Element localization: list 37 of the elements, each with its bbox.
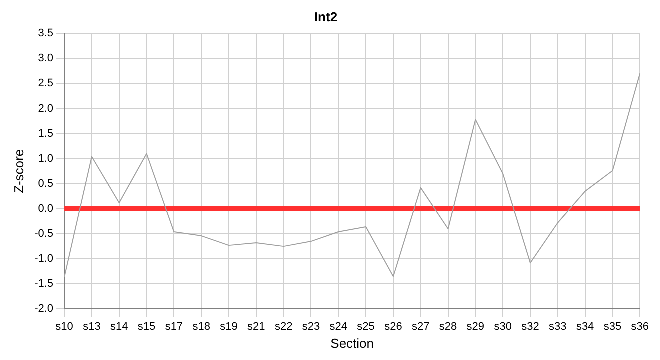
y-tick-label: 1.0	[38, 152, 54, 165]
x-tick-label: s28	[439, 320, 458, 333]
x-tick-label: s27	[412, 320, 430, 333]
y-tick-label: 2.0	[38, 102, 54, 115]
x-tick-label: s25	[357, 320, 375, 333]
x-tick-label: s10	[56, 320, 74, 333]
x-axis-title: Section	[330, 336, 374, 351]
y-tick-label: 1.5	[38, 128, 54, 140]
x-tick-label: s33	[549, 320, 567, 333]
x-tick-label: s23	[302, 320, 320, 333]
y-tick-label: -0.5	[34, 228, 54, 240]
x-tick-label: s14	[110, 320, 128, 333]
x-tick-label: s21	[248, 320, 266, 333]
y-tick-label: -1.0	[34, 253, 54, 266]
x-tick-label: s32	[522, 320, 540, 333]
y-tick-label: 0.5	[38, 178, 54, 190]
x-tick-label: s35	[604, 320, 622, 333]
y-tick-label: -2.0	[34, 303, 54, 316]
y-tick-label: 3.5	[38, 28, 54, 40]
y-tick-label: 0.0	[38, 203, 54, 216]
y-tick-label: 3.0	[38, 52, 54, 65]
x-tick-label: s24	[330, 320, 348, 333]
x-tick-label: s15	[138, 320, 156, 333]
x-tick-label: s13	[83, 320, 101, 333]
chart-title: Int2	[314, 9, 338, 24]
x-tick-label: s34	[576, 320, 594, 333]
y-tick-label: -1.5	[34, 278, 54, 290]
x-tick-label: s30	[494, 320, 512, 333]
x-tick-label: s22	[274, 320, 293, 333]
x-tick-label: s19	[220, 320, 238, 333]
y-tick-label: 2.5	[38, 78, 54, 90]
x-tick-label: s17	[165, 320, 184, 333]
x-tick-label: s26	[384, 320, 402, 333]
y-axis-title: Z-score	[11, 149, 26, 194]
x-tick-label: s29	[466, 320, 485, 333]
x-tick-label: s36	[631, 320, 650, 333]
x-tick-label: s18	[192, 320, 210, 333]
